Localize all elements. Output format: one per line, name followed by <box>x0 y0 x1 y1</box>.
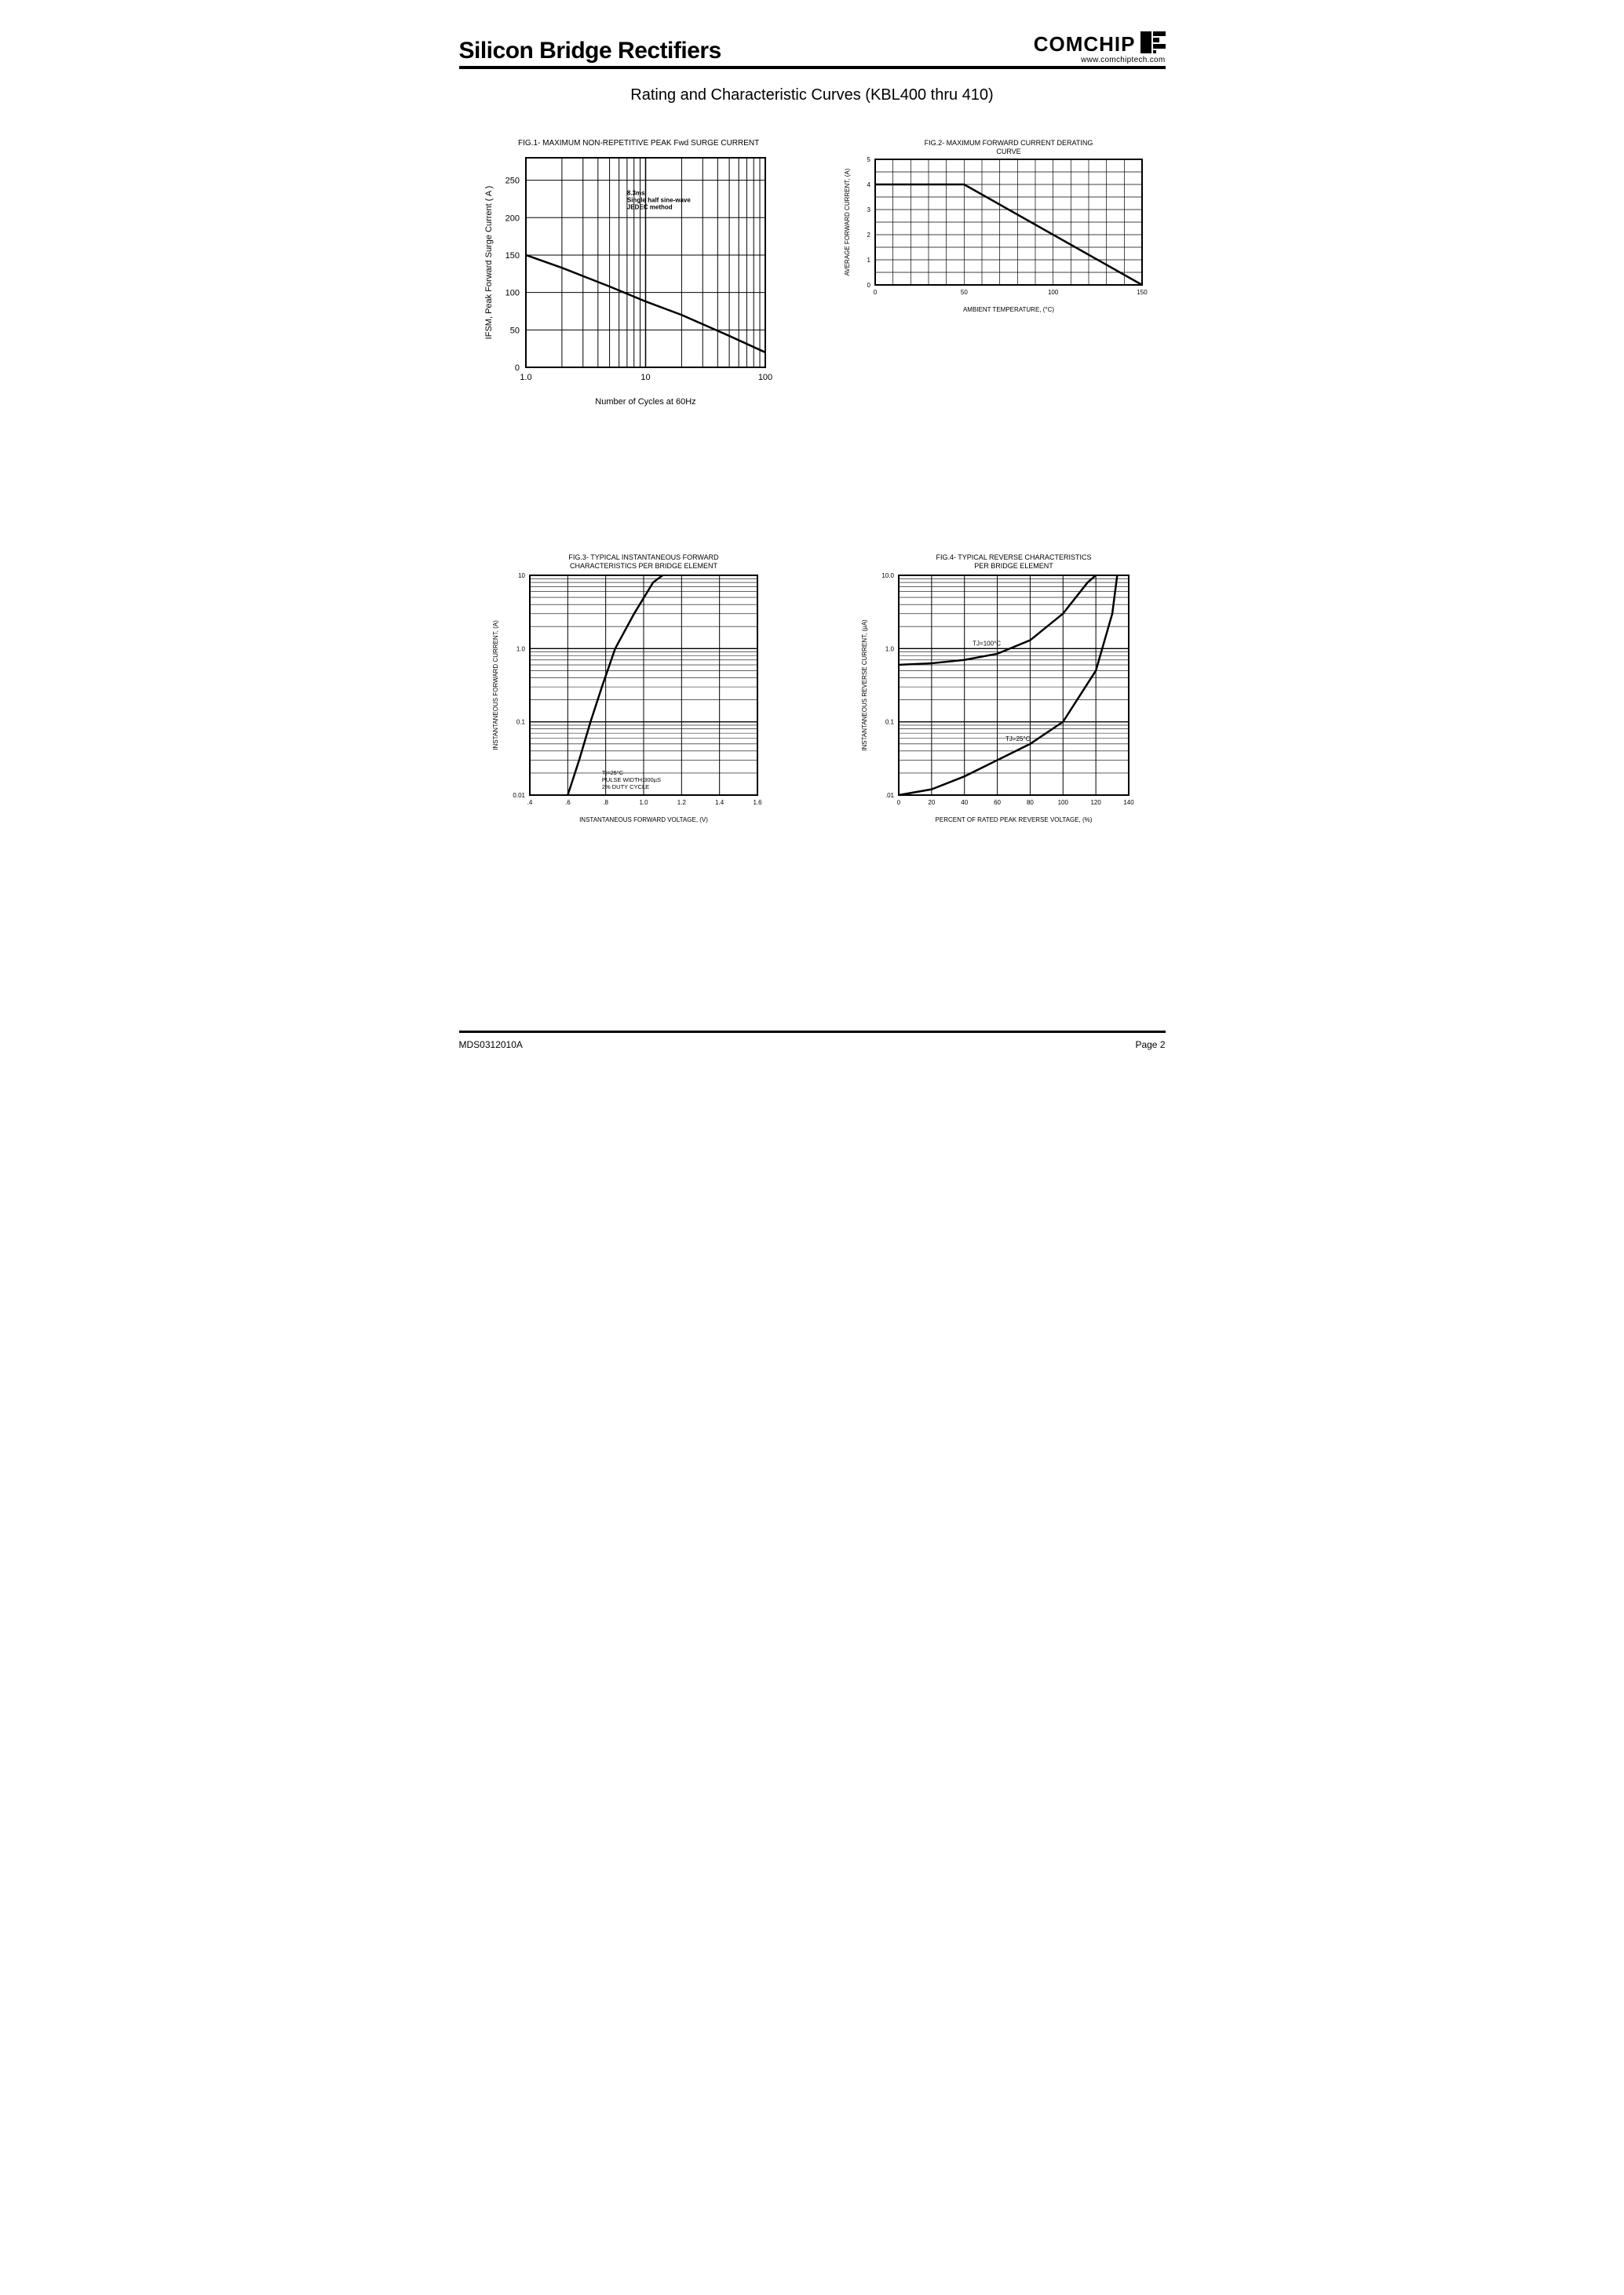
svg-text:.01: .01 <box>885 792 894 799</box>
svg-text:FIG.2- MAXIMUM FORWARD CURRENT: FIG.2- MAXIMUM FORWARD CURRENT DERATING <box>924 139 1093 147</box>
svg-text:1: 1 <box>867 257 870 264</box>
svg-text:FIG.3- TYPICAL INSTANTANEOUS F: FIG.3- TYPICAL INSTANTANEOUS FORWARD <box>568 553 719 561</box>
svg-text:100: 100 <box>1047 289 1058 296</box>
svg-text:FIG.1- MAXIMUM NON-REPETITIVE: FIG.1- MAXIMUM NON-REPETITIVE PEAK Fwd S… <box>518 139 759 148</box>
doc-id: MDS0312010A <box>459 1039 523 1050</box>
svg-text:FIG.4- TYPICAL REVERSE CHARACT: FIG.4- TYPICAL REVERSE CHARACTERISTICS <box>936 553 1091 561</box>
brand-name: COMCHIP <box>1034 34 1136 54</box>
svg-text:0: 0 <box>867 282 870 289</box>
svg-text:250: 250 <box>505 177 519 186</box>
svg-text:100: 100 <box>1057 799 1068 806</box>
svg-text:.4: .4 <box>527 799 532 806</box>
svg-text:50: 50 <box>509 326 519 335</box>
page: Silicon Bridge Rectifiers COMCHIP www.co… <box>420 0 1205 1074</box>
svg-text:.8: .8 <box>603 799 608 806</box>
svg-text:PERCENT OF RATED PEAK REVERSE: PERCENT OF RATED PEAK REVERSE VOLTAGE, (… <box>935 816 1092 823</box>
svg-text:1.6: 1.6 <box>753 799 762 806</box>
svg-text:CURVE: CURVE <box>996 148 1020 155</box>
svg-text:AMBIENT TEMPERATURE, (°C): AMBIENT TEMPERATURE, (°C) <box>962 306 1053 313</box>
svg-text:1.0: 1.0 <box>639 799 648 806</box>
svg-text:0.01: 0.01 <box>513 792 525 799</box>
svg-text:Tj=25°C: Tj=25°C <box>601 769 623 776</box>
svg-text:5: 5 <box>867 156 870 163</box>
svg-text:0: 0 <box>873 289 877 296</box>
svg-text:40: 40 <box>961 799 968 806</box>
svg-text:IFSM, Peak Forward Surge Curre: IFSM, Peak Forward Surge Current ( A ) <box>484 186 494 340</box>
svg-text:80: 80 <box>1026 799 1033 806</box>
svg-text:140: 140 <box>1123 799 1134 806</box>
svg-text:8.3ms: 8.3ms <box>626 190 644 197</box>
page-number: Page 2 <box>1135 1039 1165 1050</box>
svg-text:0: 0 <box>896 799 900 806</box>
svg-text:PULSE WIDTH:300µS: PULSE WIDTH:300µS <box>601 776 660 783</box>
svg-text:Single half sine-wave: Single half sine-wave <box>626 197 690 204</box>
svg-text:0: 0 <box>514 363 519 373</box>
svg-text:10: 10 <box>518 572 525 579</box>
fig2-chart: FIG.2- MAXIMUM FORWARD CURRENT DERATINGC… <box>840 136 1154 316</box>
svg-text:0.1: 0.1 <box>516 719 525 726</box>
svg-text:50: 50 <box>960 289 967 296</box>
svg-text:10.0: 10.0 <box>881 572 894 579</box>
svg-text:3: 3 <box>867 206 870 213</box>
fig3-chart: FIG.3- TYPICAL INSTANTANEOUS FORWARDCHAR… <box>487 552 769 826</box>
fig3-cell: FIG.3- TYPICAL INSTANTANEOUS FORWARDCHAR… <box>459 552 797 826</box>
svg-text:4: 4 <box>867 181 870 188</box>
svg-text:1.0: 1.0 <box>516 645 525 652</box>
fig1-chart: FIG.1- MAXIMUM NON-REPETITIVE PEAK Fwd S… <box>479 136 777 410</box>
charts-grid: FIG.1- MAXIMUM NON-REPETITIVE PEAK Fwd S… <box>459 136 1166 826</box>
svg-text:1.2: 1.2 <box>677 799 686 806</box>
svg-text:10: 10 <box>640 373 650 382</box>
svg-text:2: 2 <box>867 232 870 239</box>
header: Silicon Bridge Rectifiers COMCHIP www.co… <box>459 31 1166 69</box>
svg-text:120: 120 <box>1090 799 1101 806</box>
svg-text:150: 150 <box>505 251 519 261</box>
svg-text:JEDEC method: JEDEC method <box>626 204 672 211</box>
svg-text:1.0: 1.0 <box>885 645 894 652</box>
subtitle: Rating and Characteristic Curves (KBL400… <box>459 86 1166 104</box>
svg-text:0.1: 0.1 <box>885 719 894 726</box>
page-title: Silicon Bridge Rectifiers <box>459 38 721 64</box>
fig1-cell: FIG.1- MAXIMUM NON-REPETITIVE PEAK Fwd S… <box>459 136 797 410</box>
svg-text:20: 20 <box>928 799 935 806</box>
brand: COMCHIP www.comchiptech.com <box>1034 31 1166 64</box>
svg-text:CHARACTERISTICS PER BRIDGE ELE: CHARACTERISTICS PER BRIDGE ELEMENT <box>569 562 717 570</box>
svg-text:INSTANTANEOUS FORWARD CURRENT,: INSTANTANEOUS FORWARD CURRENT, (A) <box>492 620 499 750</box>
svg-text:150: 150 <box>1137 289 1148 296</box>
brand-url: www.comchiptech.com <box>1034 57 1166 64</box>
svg-text:200: 200 <box>505 213 519 223</box>
fig4-chart: FIG.4- TYPICAL REVERSE CHARACTERISTICSPE… <box>856 552 1138 826</box>
footer: MDS0312010A Page 2 <box>459 1031 1166 1050</box>
svg-text:2% DUTY CYCLE: 2% DUTY CYCLE <box>601 783 648 790</box>
svg-text:TJ=25°C: TJ=25°C <box>1005 735 1031 742</box>
svg-text:INSTANTANEOUS REVERSE CURRENT,: INSTANTANEOUS REVERSE CURRENT, (µA) <box>861 619 868 751</box>
fig2-cell: FIG.2- MAXIMUM FORWARD CURRENT DERATINGC… <box>828 136 1166 410</box>
svg-text:.6: .6 <box>564 799 570 806</box>
svg-text:PER BRIDGE ELEMENT: PER BRIDGE ELEMENT <box>974 562 1053 570</box>
svg-text:AVERAGE FORWARD CURRENT, (A): AVERAGE FORWARD CURRENT, (A) <box>844 168 851 275</box>
svg-text:100: 100 <box>757 373 772 382</box>
svg-text:TJ=100°C: TJ=100°C <box>973 640 1001 647</box>
svg-text:1.4: 1.4 <box>715 799 724 806</box>
svg-text:100: 100 <box>505 289 519 298</box>
svg-text:60: 60 <box>994 799 1001 806</box>
brand-logo-icon <box>1140 31 1166 57</box>
svg-text:1.0: 1.0 <box>520 373 531 382</box>
fig4-cell: FIG.4- TYPICAL REVERSE CHARACTERISTICSPE… <box>828 552 1166 826</box>
svg-text:INSTANTANEOUS FORWARD VOLTAGE,: INSTANTANEOUS FORWARD VOLTAGE, (V) <box>579 816 708 823</box>
svg-text:Number of Cycles at 60Hz: Number of Cycles at 60Hz <box>595 397 695 407</box>
